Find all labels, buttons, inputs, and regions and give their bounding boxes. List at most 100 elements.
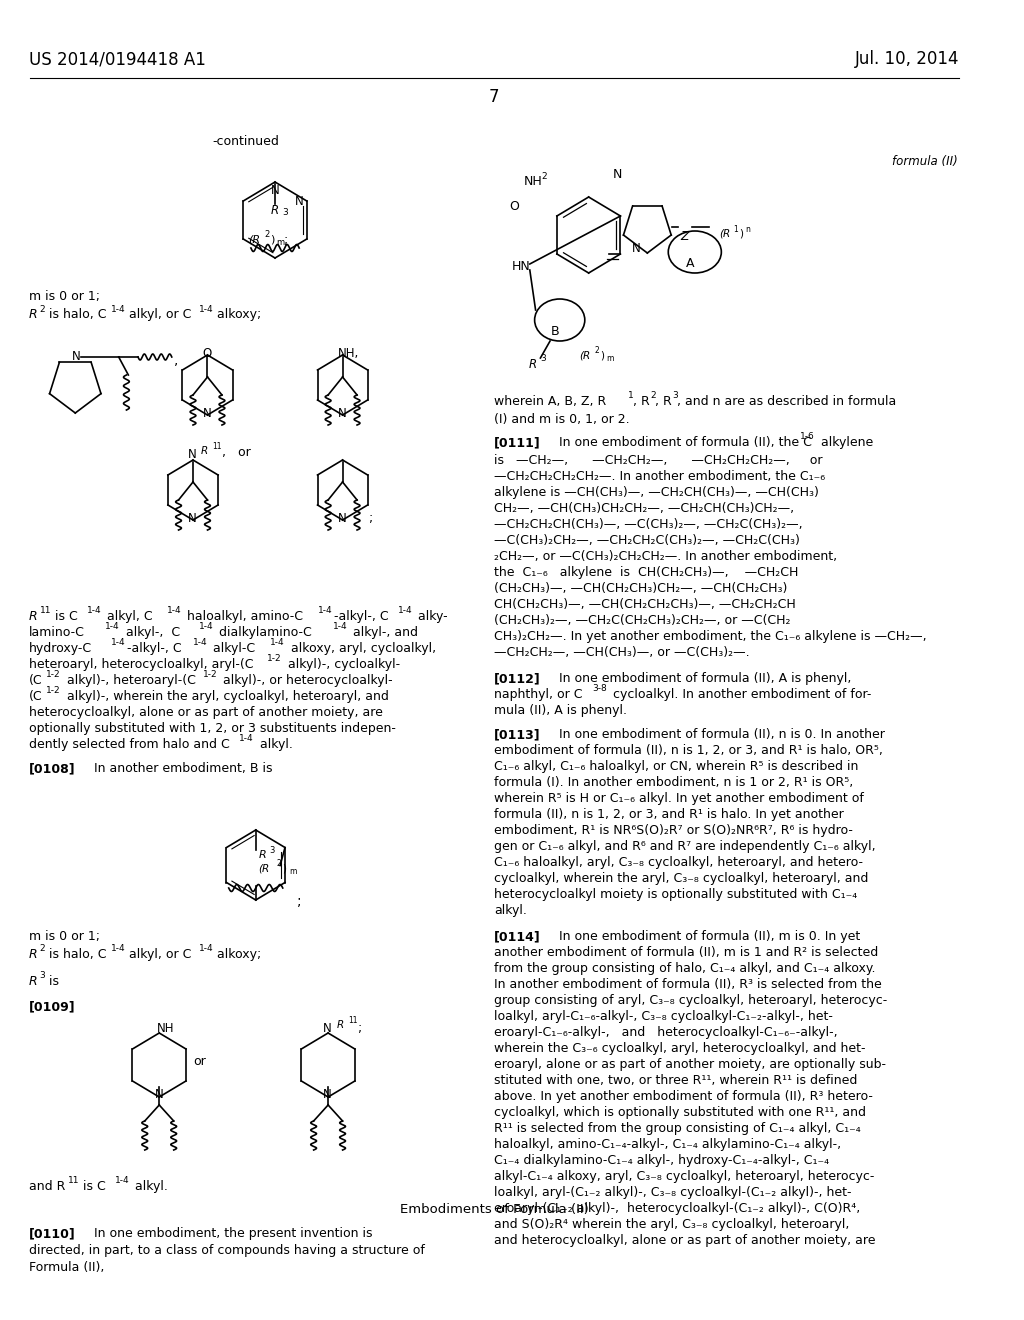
Text: R: R (29, 948, 38, 961)
Text: 2: 2 (40, 305, 45, 314)
Text: In one embodiment of formula (II), the C: In one embodiment of formula (II), the C (547, 436, 812, 449)
Text: C₁₋₆ alkyl, C₁₋₆ haloalkyl, or CN, wherein R⁵ is described in: C₁₋₆ alkyl, C₁₋₆ haloalkyl, or CN, where… (495, 760, 858, 774)
Text: cycloalkyl, which is optionally substituted with one R¹¹, and: cycloalkyl, which is optionally substitu… (495, 1106, 866, 1119)
Text: US 2014/0194418 A1: US 2014/0194418 A1 (29, 50, 206, 69)
Text: and heterocycloalkyl, alone or as part of another moiety, are: and heterocycloalkyl, alone or as part o… (495, 1234, 876, 1247)
Text: m is 0 or 1;: m is 0 or 1; (29, 290, 100, 304)
Text: wherein the C₃₋₆ cycloalkyl, aryl, heterocycloalkyl, and het-: wherein the C₃₋₆ cycloalkyl, aryl, heter… (495, 1041, 865, 1055)
Text: —CH₂CH₂CH₂CH₂—. In another embodiment, the C₁₋₆: —CH₂CH₂CH₂CH₂—. In another embodiment, t… (495, 470, 825, 483)
Text: is C: is C (79, 1180, 105, 1193)
Text: is: is (45, 975, 59, 987)
Text: 2: 2 (542, 172, 547, 181)
Text: R: R (29, 308, 38, 321)
Text: -alkyl-, C: -alkyl-, C (127, 642, 182, 655)
Text: haloalkyl, amino-C: haloalkyl, amino-C (183, 610, 303, 623)
Text: wherein R⁵ is H or C₁₋₆ alkyl. In yet another embodiment of: wherein R⁵ is H or C₁₋₆ alkyl. In yet an… (495, 792, 864, 805)
Text: ;: ; (284, 234, 288, 247)
Text: alkyl)-, or heterocycloalkyl-: alkyl)-, or heterocycloalkyl- (219, 675, 392, 686)
Text: from the group consisting of halo, C₁₋₄ alkyl, and C₁₋₄ alkoxy.: from the group consisting of halo, C₁₋₄ … (495, 962, 876, 975)
Text: 11: 11 (40, 606, 51, 615)
Text: [0112]: [0112] (495, 672, 541, 685)
Text: 2: 2 (595, 346, 599, 355)
Text: A: A (686, 257, 694, 271)
Text: 1-4: 1-4 (193, 638, 208, 647)
Text: alkoxy;: alkoxy; (213, 308, 261, 321)
Text: R: R (29, 610, 38, 623)
Text: B: B (551, 325, 559, 338)
Text: N: N (324, 1088, 332, 1101)
Text: 3-8: 3-8 (593, 684, 607, 693)
Text: , R: , R (655, 395, 672, 408)
Text: mula (II), A is phenyl.: mula (II), A is phenyl. (495, 704, 627, 717)
Text: above. In yet another embodiment of formula (II), R³ hetero-: above. In yet another embodiment of form… (495, 1090, 873, 1104)
Text: In one embodiment of formula (II), A is phenyl,: In one embodiment of formula (II), A is … (547, 672, 852, 685)
Text: Formula (II),: Formula (II), (29, 1261, 104, 1274)
Text: 7: 7 (488, 88, 500, 106)
Text: embodiment, R¹ is NR⁶S(O)₂R⁷ or S(O)₂NR⁶R⁷, R⁶ is hydro-: embodiment, R¹ is NR⁶S(O)₂R⁷ or S(O)₂NR⁶… (495, 824, 853, 837)
Text: eroaryl, alone or as part of another moiety, are optionally sub-: eroaryl, alone or as part of another moi… (495, 1059, 886, 1071)
Text: alkyl-,  C: alkyl-, C (122, 626, 180, 639)
Text: alkylene: alkylene (817, 436, 873, 449)
Text: haloalkyl, amino-C₁₋₄-alkyl-, C₁₋₄ alkylamino-C₁₋₄ alkyl-,: haloalkyl, amino-C₁₋₄-alkyl-, C₁₋₄ alkyl… (495, 1138, 841, 1151)
Text: 1-2: 1-2 (46, 686, 61, 696)
Text: Embodiments of Formula (II): Embodiments of Formula (II) (399, 1203, 589, 1216)
Text: (C: (C (29, 690, 43, 704)
Text: 2: 2 (276, 859, 281, 869)
Text: O: O (203, 347, 212, 360)
Text: ;: ; (358, 1022, 362, 1035)
Text: is C: is C (51, 610, 78, 623)
Text: Jul. 10, 2014: Jul. 10, 2014 (855, 50, 959, 69)
Text: (R: (R (719, 228, 730, 239)
Text: , R: , R (633, 395, 650, 408)
Text: 1-4: 1-4 (111, 305, 126, 314)
Text: 3: 3 (282, 209, 288, 216)
Text: alkyl-C: alkyl-C (210, 642, 256, 655)
Text: CH₃)₂CH₂—. In yet another embodiment, the C₁₋₆ alkylene is —CH₂—,: CH₃)₂CH₂—. In yet another embodiment, th… (495, 630, 927, 643)
Text: , and n are as described in formula: , and n are as described in formula (678, 395, 897, 408)
Text: loalkyl, aryl-C₁₋₆-alkyl-, C₃₋₈ cycloalkyl-C₁₋₂-alkyl-, het-: loalkyl, aryl-C₁₋₆-alkyl-, C₃₋₈ cycloalk… (495, 1010, 833, 1023)
Text: —CH₂CH₂—, —CH(CH₃)—, or —C(CH₃)₂—.: —CH₂CH₂—, —CH(CH₃)—, or —C(CH₃)₂—. (495, 645, 750, 659)
Text: alkoxy;: alkoxy; (213, 948, 261, 961)
Text: group consisting of aryl, C₃₋₈ cycloalkyl, heteroaryl, heterocyc-: group consisting of aryl, C₃₋₈ cycloalky… (495, 994, 888, 1007)
Text: In another embodiment of formula (II), R³ is selected from the: In another embodiment of formula (II), R… (495, 978, 882, 991)
Text: m is 0 or 1;: m is 0 or 1; (29, 931, 100, 942)
Text: 1-4: 1-4 (87, 606, 101, 615)
Text: and S(O)₂R⁴ wherein the aryl, C₃₋₈ cycloalkyl, heteroaryl,: and S(O)₂R⁴ wherein the aryl, C₃₋₈ cyclo… (495, 1218, 850, 1232)
Text: (CH₂CH₃)₂—, —CH₂C(CH₂CH₃)₂CH₂—, or —C(CH₂: (CH₂CH₃)₂—, —CH₂C(CH₂CH₃)₂CH₂—, or —C(CH… (495, 614, 791, 627)
Text: (CH₂CH₃)—, —CH(CH₂CH₃)CH₂—, —CH(CH₂CH₃): (CH₂CH₃)—, —CH(CH₂CH₃)CH₂—, —CH(CH₂CH₃) (495, 582, 787, 595)
Text: n: n (745, 224, 750, 234)
Text: ;: ; (297, 894, 302, 908)
Text: N: N (271, 183, 280, 197)
Text: alkoxy, aryl, cycloalkyl,: alkoxy, aryl, cycloalkyl, (287, 642, 436, 655)
Text: In one embodiment, the present invention is: In one embodiment, the present invention… (82, 1228, 373, 1239)
Text: alky-: alky- (414, 610, 447, 623)
Text: Z: Z (680, 230, 689, 243)
Text: N: N (188, 512, 197, 525)
Text: ): ) (282, 863, 286, 874)
Text: the  C₁₋₆   alkylene  is  CH(CH₂CH₃)—,    —CH₂CH: the C₁₋₆ alkylene is CH(CH₂CH₃)—, —CH₂CH (495, 566, 799, 579)
Text: another embodiment of formula (II), m is 1 and R² is selected: another embodiment of formula (II), m is… (495, 946, 879, 960)
Text: N: N (324, 1022, 332, 1035)
Text: C₁₋₆ haloalkyl, aryl, C₃₋₈ cycloalkyl, heteroaryl, and hetero-: C₁₋₆ haloalkyl, aryl, C₃₋₈ cycloalkyl, h… (495, 855, 863, 869)
Text: [0109]: [0109] (29, 1001, 76, 1012)
Text: [0110]: [0110] (29, 1228, 76, 1239)
Text: NH: NH (158, 1022, 175, 1035)
Text: alkyl-, and: alkyl-, and (349, 626, 419, 639)
Text: ): ) (270, 234, 274, 244)
Text: ₂CH₂—, or —C(CH₃)₂CH₂CH₂—. In another embodiment,: ₂CH₂—, or —C(CH₃)₂CH₂CH₂—. In another em… (495, 550, 838, 564)
Text: alkyl, C: alkyl, C (103, 610, 153, 623)
Text: loalkyl, aryl-(C₁₋₂ alkyl)-, C₃₋₈ cycloalkyl-(C₁₋₂ alkyl)-, het-: loalkyl, aryl-(C₁₋₂ alkyl)-, C₃₋₈ cycloa… (495, 1185, 852, 1199)
Text: m: m (276, 238, 285, 247)
Text: alkyl.: alkyl. (256, 738, 293, 751)
Text: 1-4: 1-4 (317, 606, 332, 615)
Text: alkylene is —CH(CH₃)—, —CH₂CH(CH₃)—, —CH(CH₃): alkylene is —CH(CH₃)—, —CH₂CH(CH₃)—, —CH… (495, 486, 819, 499)
Text: 1-4: 1-4 (240, 734, 254, 743)
Text: formula (II): formula (II) (892, 154, 957, 168)
Text: [0114]: [0114] (495, 931, 541, 942)
Text: 1-4: 1-4 (111, 944, 126, 953)
Text: 1-4: 1-4 (199, 944, 213, 953)
Text: 3: 3 (269, 846, 274, 855)
Text: alkyl.: alkyl. (495, 904, 527, 917)
Text: -continued: -continued (212, 135, 280, 148)
Text: ,   or: , or (222, 446, 251, 459)
